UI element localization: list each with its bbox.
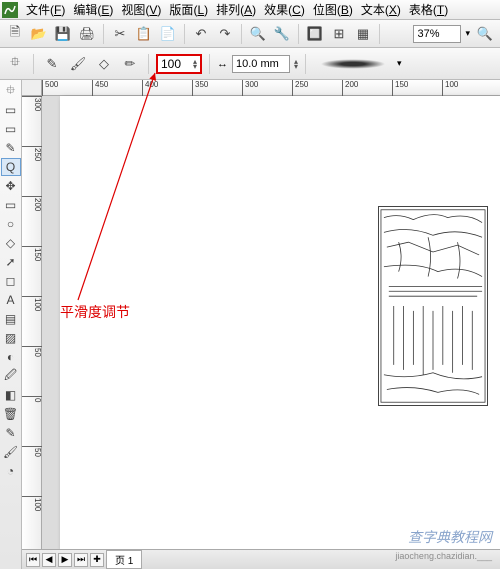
polygon-tool-icon[interactable]: ◇	[1, 234, 21, 252]
align-icon[interactable]: ▦	[352, 23, 374, 45]
zoom-control: ▾ 🔍	[413, 23, 496, 45]
menu-bar: 文件(F) 编辑(E) 视图(V) 版面(L) 排列(A) 效果(C) 位图(B…	[0, 0, 500, 20]
text-tool-icon[interactable]: ◻	[1, 272, 21, 290]
app-logo-icon	[2, 2, 18, 18]
new-icon[interactable]: 🗎	[4, 23, 26, 45]
line-width-input[interactable]: 10.0 mm	[232, 55, 290, 73]
menu-view[interactable]: 视图(V)	[117, 0, 165, 20]
menu-file[interactable]: 文件(F)	[22, 0, 69, 20]
property-bar: ⯐ ✎ 🖌 ◇ ✏ 100 ▴▾ ↔ 10.0 mm ▴▾ ▾	[0, 48, 500, 80]
drawing-page[interactable]	[60, 96, 500, 549]
freehand-tool-icon[interactable]: Q	[1, 158, 21, 176]
ellipse-tool-icon[interactable]: ○	[1, 215, 21, 233]
separator	[379, 24, 380, 44]
menu-table[interactable]: 表格(T)	[405, 0, 452, 20]
presets-icon[interactable]: ⯐	[4, 53, 26, 75]
separator	[241, 24, 242, 44]
mesh-fill-icon[interactable]: 🖌	[1, 443, 21, 461]
brush-icon[interactable]: 🖌	[67, 53, 89, 75]
separator	[103, 24, 104, 44]
toolbox: ⯐ ▭ ▭ ✎ Q ✥ ▭ ○ ◇ ➚ ◻ A ▤ ▨ ◐ 🖉 ◧ 🗑 ✎ 🖌 …	[0, 80, 22, 569]
dropdown-icon[interactable]: ▾	[465, 28, 470, 39]
cut-icon[interactable]: ✂	[109, 23, 131, 45]
separator	[33, 54, 34, 74]
vertical-ruler: 30025020015010050050100	[22, 96, 42, 549]
menu-effects[interactable]: 效果(C)	[260, 0, 309, 20]
prev-page-icon[interactable]: ◀	[42, 553, 56, 567]
table-tool-icon[interactable]: A	[1, 291, 21, 309]
smoothness-value: 100	[161, 57, 181, 71]
rectangle-tool-icon[interactable]: ▭	[1, 196, 21, 214]
shape-icon[interactable]: ◇	[93, 53, 115, 75]
spinner-icon[interactable]: ▴▾	[193, 59, 197, 69]
spinner-icon[interactable]: ▴▾	[294, 59, 298, 69]
pencil-icon[interactable]: ✏	[119, 53, 141, 75]
page-tab-bar: ⏮ ◀ ▶ ⏭ ✚ 页 1	[22, 549, 500, 569]
add-page-icon[interactable]: ✚	[90, 553, 104, 567]
menu-edit[interactable]: 编辑(E)	[69, 0, 117, 20]
menu-text[interactable]: 文本(X)	[357, 0, 405, 20]
eyedropper-tool-icon[interactable]: 🖉	[1, 367, 21, 385]
fill-tool-icon[interactable]: 🗑	[1, 405, 21, 423]
smart-fill-icon[interactable]: ✥	[1, 177, 21, 195]
outline-tool-icon[interactable]: ◧	[1, 386, 21, 404]
dimension-tool-icon[interactable]: ▤	[1, 310, 21, 328]
separator	[298, 24, 299, 44]
zoom-tool-icon[interactable]: ✎	[1, 139, 21, 157]
crop-tool-icon[interactable]: ▭	[1, 120, 21, 138]
separator	[184, 24, 185, 44]
redo-icon[interactable]: ↷	[214, 23, 236, 45]
basic-shapes-icon[interactable]: ➚	[1, 253, 21, 271]
standard-toolbar: 🗎 📂 💾 🖨 ✂ 📋 📄 ↶ ↷ 🔍 🔧 🔲 ⊞ ▦ ▾ 🔍	[0, 20, 500, 48]
snap-icon[interactable]: 🔲	[304, 23, 326, 45]
paste-icon[interactable]: 📄	[157, 23, 179, 45]
first-page-icon[interactable]: ⏮	[26, 553, 40, 567]
options-icon[interactable]: 🔧	[271, 23, 293, 45]
traced-artwork[interactable]	[378, 206, 488, 406]
save-icon[interactable]: 💾	[52, 23, 74, 45]
width-icon: ↔	[217, 58, 228, 70]
grid-icon[interactable]: ⊞	[328, 23, 350, 45]
smoothness-input[interactable]: 100 ▴▾	[156, 54, 202, 74]
search-icon[interactable]: 🔍	[247, 23, 269, 45]
print-icon[interactable]: 🖨	[76, 23, 98, 45]
menu-bitmap[interactable]: 位图(B)	[309, 0, 357, 20]
menu-layout[interactable]: 版面(L)	[165, 0, 212, 20]
freehand-icon[interactable]: ✎	[41, 53, 63, 75]
page-tab[interactable]: 页 1	[106, 550, 142, 569]
copy-icon[interactable]: 📋	[133, 23, 155, 45]
brush-preview[interactable]	[313, 58, 393, 70]
open-icon[interactable]: 📂	[28, 23, 50, 45]
zoom-icon[interactable]: 🔍	[474, 23, 496, 45]
zoom-input[interactable]	[413, 25, 461, 43]
menu-arrange[interactable]: 排列(A)	[212, 0, 260, 20]
main-area: ⯐ ▭ ▭ ✎ Q ✥ ▭ ○ ◇ ➚ ◻ A ▤ ▨ ◐ 🖉 ◧ 🗑 ✎ 🖌 …	[0, 80, 500, 569]
last-page-icon[interactable]: ⏭	[74, 553, 88, 567]
horizontal-ruler: 500450400350300250200150100	[42, 80, 500, 96]
shape-tool-icon[interactable]: ▭	[1, 101, 21, 119]
separator	[305, 54, 306, 74]
annotation-label: 平滑度调节	[60, 302, 130, 322]
interactive-tool-icon[interactable]: ◐	[1, 348, 21, 366]
undo-icon[interactable]: ↶	[190, 23, 212, 45]
ruler-origin[interactable]	[22, 80, 42, 96]
separator	[148, 54, 149, 74]
next-page-icon[interactable]: ▶	[58, 553, 72, 567]
connector-tool-icon[interactable]: ▨	[1, 329, 21, 347]
smart-drawing-icon[interactable]: ◔	[1, 462, 21, 480]
separator	[209, 54, 210, 74]
canvas-area[interactable]: 500450400350300250200150100 300250200150…	[22, 80, 500, 569]
interactive-fill-icon[interactable]: ✎	[1, 424, 21, 442]
dropdown-icon[interactable]: ▾	[397, 58, 402, 69]
pick-tool-icon[interactable]: ⯐	[1, 82, 21, 100]
